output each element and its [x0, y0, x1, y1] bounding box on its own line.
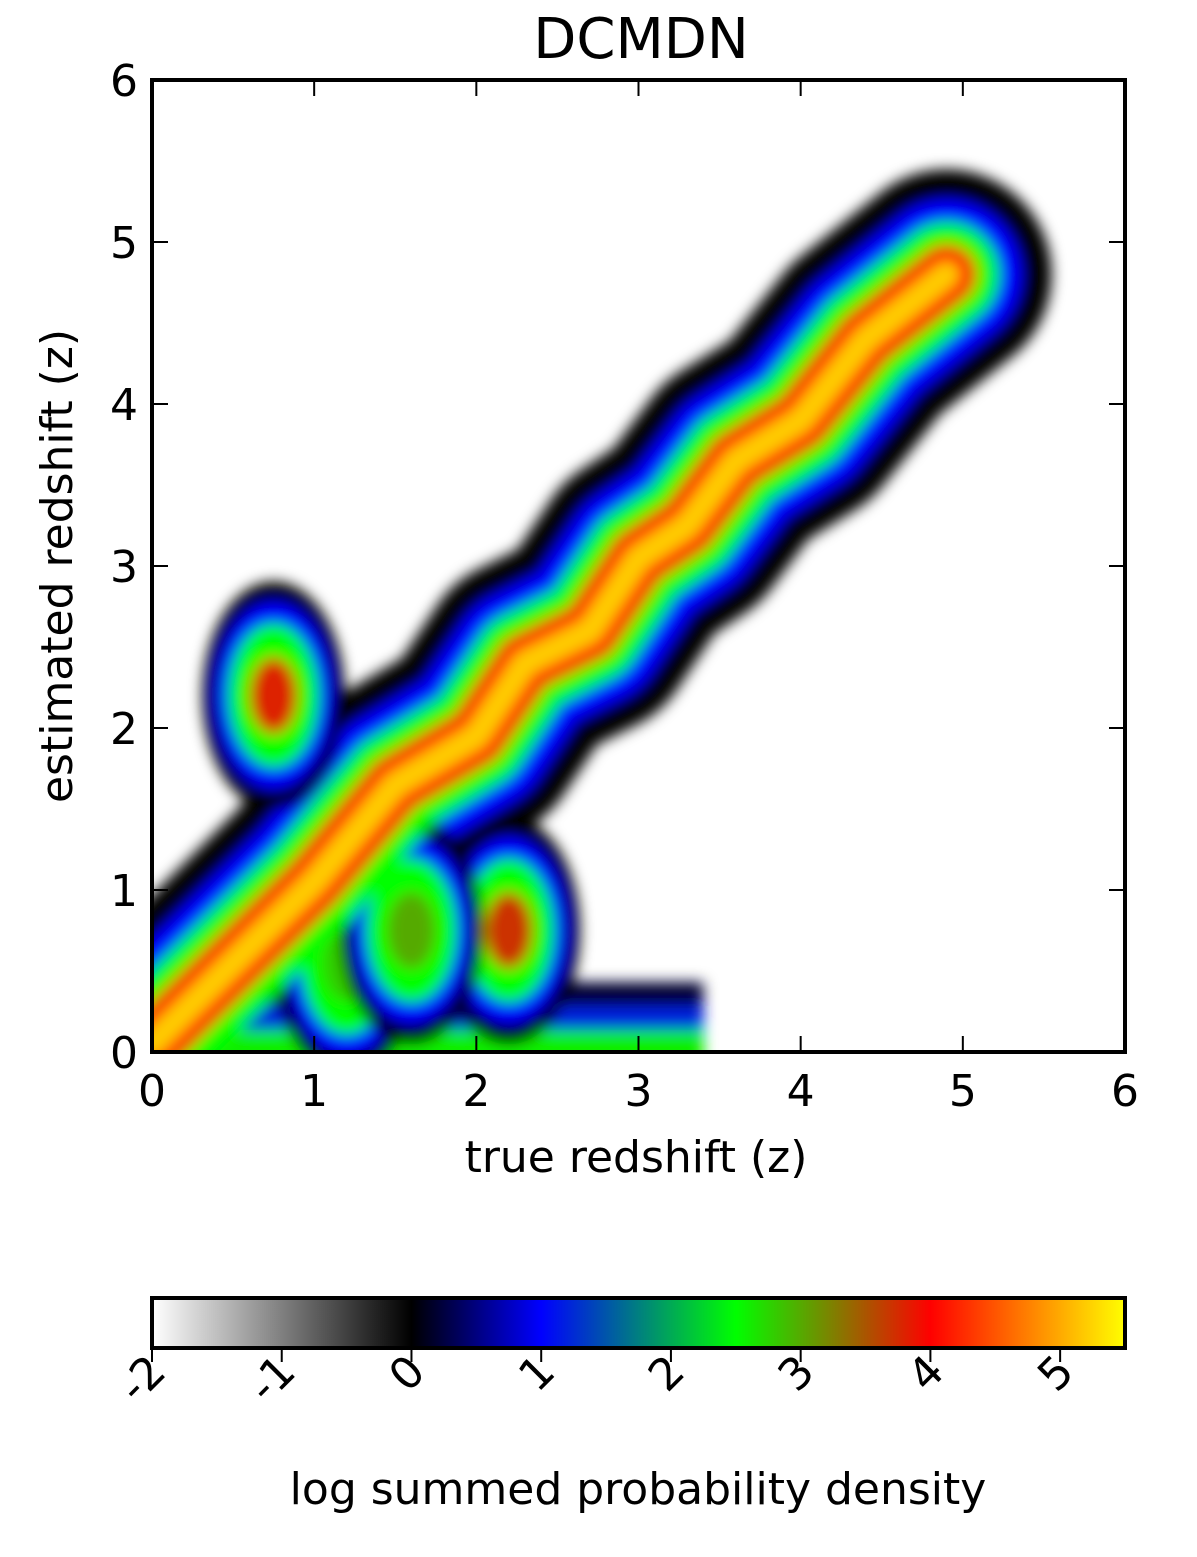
colorbar-tick-label: 4 [898, 1346, 954, 1402]
colorbar-tick-label: -1 [238, 1346, 305, 1413]
x-tick-label: 5 [949, 1066, 977, 1117]
y-axis-ticks: 0 1 2 3 4 5 6 [110, 56, 1125, 1079]
density-blob [249, 657, 298, 734]
y-tick-label: 2 [110, 704, 138, 755]
y-tick-label: 3 [110, 542, 138, 593]
density-blob [387, 892, 436, 969]
x-axis-ticks: 0 1 2 3 4 5 6 [138, 80, 1139, 1117]
colorbar-tick-label: 3 [769, 1346, 825, 1402]
density-core [152, 261, 960, 1052]
y-axis-label: estimated redshift (z) [32, 329, 83, 803]
colorbar-ticks: -2 -1 0 1 2 3 4 5 [109, 1346, 1084, 1413]
x-tick-label: 2 [462, 1066, 490, 1117]
x-tick-label: 0 [138, 1066, 166, 1117]
x-tick-label: 1 [300, 1066, 328, 1117]
colorbar-tick-label: 0 [379, 1346, 435, 1402]
y-tick-label: 0 [110, 1028, 138, 1079]
colorbar-tick-label: 1 [509, 1346, 565, 1402]
y-tick-label: 4 [110, 380, 138, 431]
x-tick-label: 6 [1111, 1066, 1139, 1117]
density-blob [484, 892, 533, 969]
colorbar-tick-label: 2 [639, 1346, 695, 1402]
x-axis-label: true redshift (z) [465, 1132, 808, 1183]
heatmap-layer [152, 169, 1052, 1052]
y-tick-label: 6 [110, 56, 138, 107]
y-tick-label: 5 [110, 218, 138, 269]
colorbar-label: log summed probability density [290, 1464, 987, 1515]
x-tick-label: 3 [625, 1066, 653, 1117]
colorbar [150, 1296, 1127, 1350]
colorbar-tick-label: -2 [109, 1346, 176, 1413]
colorbar-tick-label: 5 [1028, 1346, 1084, 1402]
chart-title: DCMDN [533, 7, 749, 72]
x-tick-label: 4 [787, 1066, 815, 1117]
y-tick-label: 1 [110, 866, 138, 917]
